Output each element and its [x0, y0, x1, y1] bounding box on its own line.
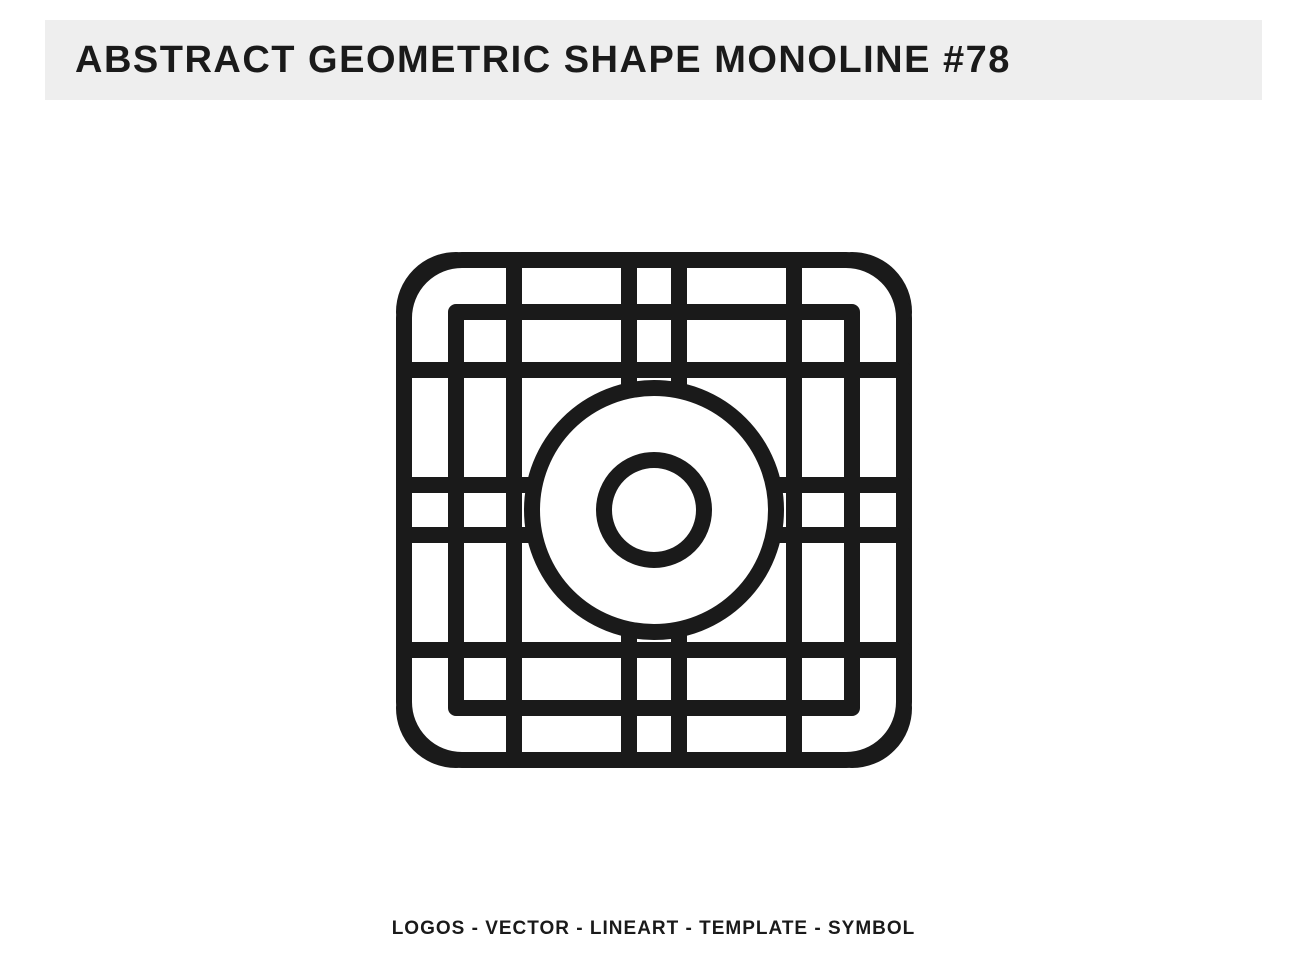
diagram-container — [0, 140, 1307, 880]
header-bar: ABSTRACT GEOMETRIC SHAPE MONOLINE #78 — [45, 20, 1262, 100]
monoline-shape-icon — [394, 250, 914, 770]
footer-tags: LOGOS - VECTOR - LINEART - TEMPLATE - SY… — [0, 918, 1307, 940]
page-title: ABSTRACT GEOMETRIC SHAPE MONOLINE #78 — [75, 39, 1011, 82]
